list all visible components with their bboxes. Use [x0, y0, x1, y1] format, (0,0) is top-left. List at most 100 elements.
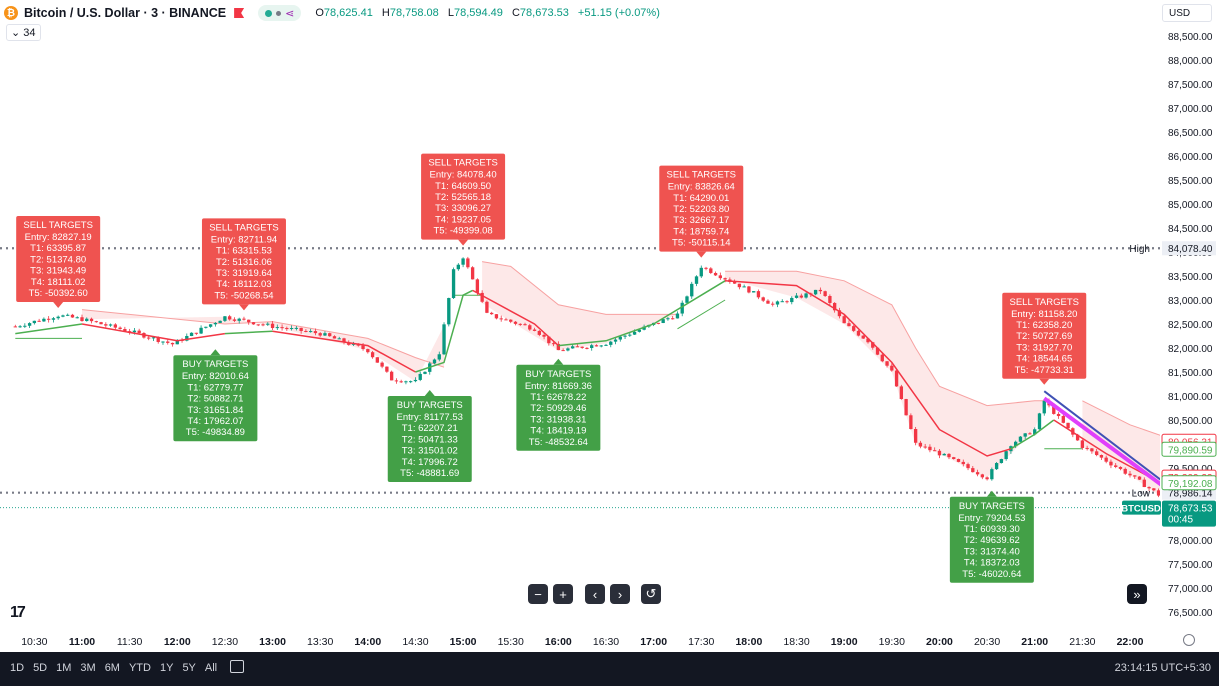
candle — [890, 365, 894, 371]
target-box-line: T4: 18111.02 — [31, 277, 86, 288]
high-tag-bg — [1162, 241, 1216, 256]
candle — [80, 317, 84, 322]
scroll-right-button[interactable]: › — [610, 584, 630, 604]
candle — [909, 415, 913, 430]
target-box-line: T5: -49834.89 — [186, 427, 245, 438]
scroll-to-realtime-button[interactable]: » — [1127, 584, 1147, 604]
target-box-line: T2: 50471.33 — [402, 434, 458, 445]
candle — [280, 327, 284, 329]
tradingview-logo-icon[interactable]: 17 — [10, 604, 26, 621]
bar-countdown: 00:45 — [1168, 515, 1193, 526]
supertrend-cloud-1 — [482, 261, 678, 351]
candle — [918, 442, 923, 447]
candle — [913, 429, 918, 443]
price-tick-label: 88,500.00 — [1168, 32, 1213, 43]
range-1d[interactable]: 1D — [10, 662, 25, 674]
time-tick-label: 16:30 — [593, 636, 619, 648]
target-box-line: T5: -50392.60 — [29, 288, 88, 299]
low-tag: 78,986.14 — [1168, 489, 1213, 500]
range-ytd[interactable]: YTD — [128, 662, 151, 674]
range-5y[interactable]: 5Y — [182, 662, 196, 674]
candle — [990, 469, 994, 480]
market-status-pill[interactable]: ⋖ — [258, 5, 302, 21]
candle — [485, 301, 489, 313]
ohlc-high: 78,758.08 — [389, 7, 439, 19]
indicator-collapse-toggle[interactable]: ⌄ 34 — [6, 24, 41, 41]
candle — [1152, 488, 1156, 491]
price-tick-label: 76,500.00 — [1168, 608, 1213, 619]
ohlc-open-key: O — [315, 7, 324, 19]
range-6m[interactable]: 6M — [104, 662, 120, 674]
time-tick-label: 14:00 — [354, 636, 381, 648]
price-change: +51.15 (+0.07%) — [577, 7, 660, 19]
price-tick-label: 81,500.00 — [1168, 368, 1213, 379]
candle — [1023, 433, 1027, 437]
range-3m[interactable]: 3M — [80, 662, 96, 674]
supertrend-cloud-2 — [725, 271, 1045, 478]
candle — [185, 336, 189, 341]
candle — [51, 318, 56, 320]
candle — [766, 300, 770, 304]
candle — [85, 318, 89, 322]
currency-selector[interactable]: USD — [1162, 4, 1212, 22]
calendar-icon[interactable] — [230, 660, 244, 673]
target-box-line: T4: 18544.65 — [1016, 354, 1072, 365]
candle — [418, 373, 422, 380]
candle — [285, 328, 289, 330]
target-box-line: T5: -48532.64 — [529, 437, 588, 448]
bitcoin-icon: ₿ — [4, 6, 18, 20]
candle — [1014, 441, 1018, 447]
ohlc-open: 78,625.41 — [323, 7, 373, 19]
range-1y[interactable]: 1Y — [159, 662, 174, 674]
flag-icon[interactable] — [234, 8, 245, 18]
time-tick-label: 17:00 — [640, 636, 667, 648]
ohlc-close-key: C — [511, 7, 520, 19]
zoom-out-button[interactable]: − — [528, 584, 548, 604]
candles — [13, 256, 1180, 510]
zoom-in-button[interactable]: + — [553, 584, 573, 604]
candle — [370, 352, 375, 358]
candle — [208, 324, 213, 327]
candle — [637, 329, 642, 332]
time-tick-label: 15:30 — [498, 636, 524, 648]
target-box-line: T4: 18419.19 — [530, 426, 586, 437]
candle — [752, 291, 756, 293]
scroll-left-button[interactable]: ‹ — [585, 584, 605, 604]
target-box-line: Entry: 82711.94 — [211, 234, 277, 245]
range-5d[interactable]: 5D — [33, 662, 48, 674]
candle — [761, 297, 765, 301]
target-box-line: Entry: 82010.64 — [182, 371, 249, 382]
clock[interactable]: 23:14:15 UTC+5:30 — [1114, 662, 1211, 674]
candle — [523, 324, 527, 326]
candle — [1156, 490, 1161, 496]
price-tick-label: 78,000.00 — [1168, 536, 1213, 547]
supertrend-upper-line-0 — [81, 309, 445, 368]
status-dot-icon — [276, 10, 282, 16]
moving-average-segment-7 — [725, 280, 1012, 457]
target-box-pointer — [553, 358, 564, 365]
target-box-line: T1: 63315.53 — [216, 246, 272, 257]
candle — [999, 459, 1004, 464]
price-tick-label: 80,500.00 — [1168, 416, 1213, 427]
candle — [13, 326, 17, 328]
candle — [904, 399, 908, 416]
symbol-title[interactable]: Bitcoin / U.S. Dollar · 3 · BINANCE — [24, 6, 227, 20]
target-box-line: Entry: 81177.53 — [397, 412, 463, 423]
range-1m[interactable]: 1M — [56, 662, 72, 674]
candle — [513, 321, 518, 324]
candle — [718, 275, 722, 279]
price-axis-bg — [1160, 0, 1219, 652]
time-tick-label: 12:00 — [164, 636, 191, 648]
time-axis: 10:30 11:00 11:30 12:00 12:30 13:00 13:30 14:00… — [21, 636, 1143, 648]
reset-chart-button[interactable]: ↺ — [641, 584, 661, 604]
range-all[interactable]: All — [204, 662, 218, 674]
target-box-line: T3: 33096.27 — [435, 203, 491, 214]
candle — [294, 327, 299, 329]
candle — [1052, 405, 1056, 414]
settings-icon[interactable] — [1183, 634, 1195, 646]
candle — [671, 318, 675, 320]
candle — [170, 342, 175, 345]
